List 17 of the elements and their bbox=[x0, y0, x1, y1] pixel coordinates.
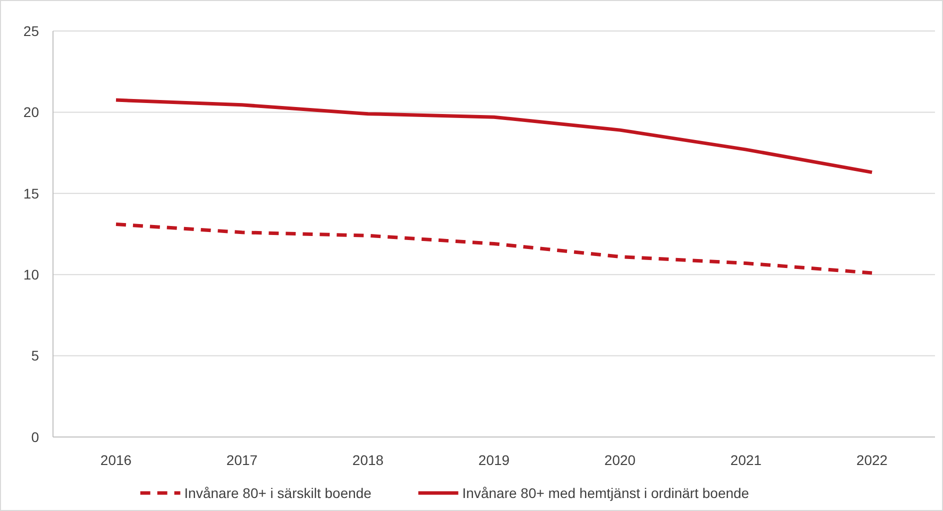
x-tick-label: 2016 bbox=[100, 452, 132, 468]
y-tick-label: 15 bbox=[23, 185, 40, 202]
legend-label: Invånare 80+ i särskilt boende bbox=[184, 484, 372, 501]
x-tick-label: 2022 bbox=[856, 452, 888, 468]
y-tick-label: 25 bbox=[23, 22, 40, 39]
x-tick-label: 2017 bbox=[226, 452, 258, 468]
x-tick-label: 2018 bbox=[352, 452, 384, 468]
y-tick-label: 0 bbox=[31, 428, 40, 445]
line-series bbox=[114, 98, 874, 174]
line-series bbox=[114, 222, 874, 275]
y-tick-label: 5 bbox=[31, 348, 40, 364]
legend-label: Invånare 80+ med hemtjänst i ordinärt boende bbox=[462, 484, 750, 501]
x-tick-label: 2021 bbox=[730, 452, 762, 468]
x-tick-label: 2020 bbox=[604, 452, 636, 468]
y-tick-label: 10 bbox=[23, 266, 40, 282]
x-tick-label: 2019 bbox=[478, 452, 510, 468]
y-tick-label: 20 bbox=[23, 104, 40, 120]
